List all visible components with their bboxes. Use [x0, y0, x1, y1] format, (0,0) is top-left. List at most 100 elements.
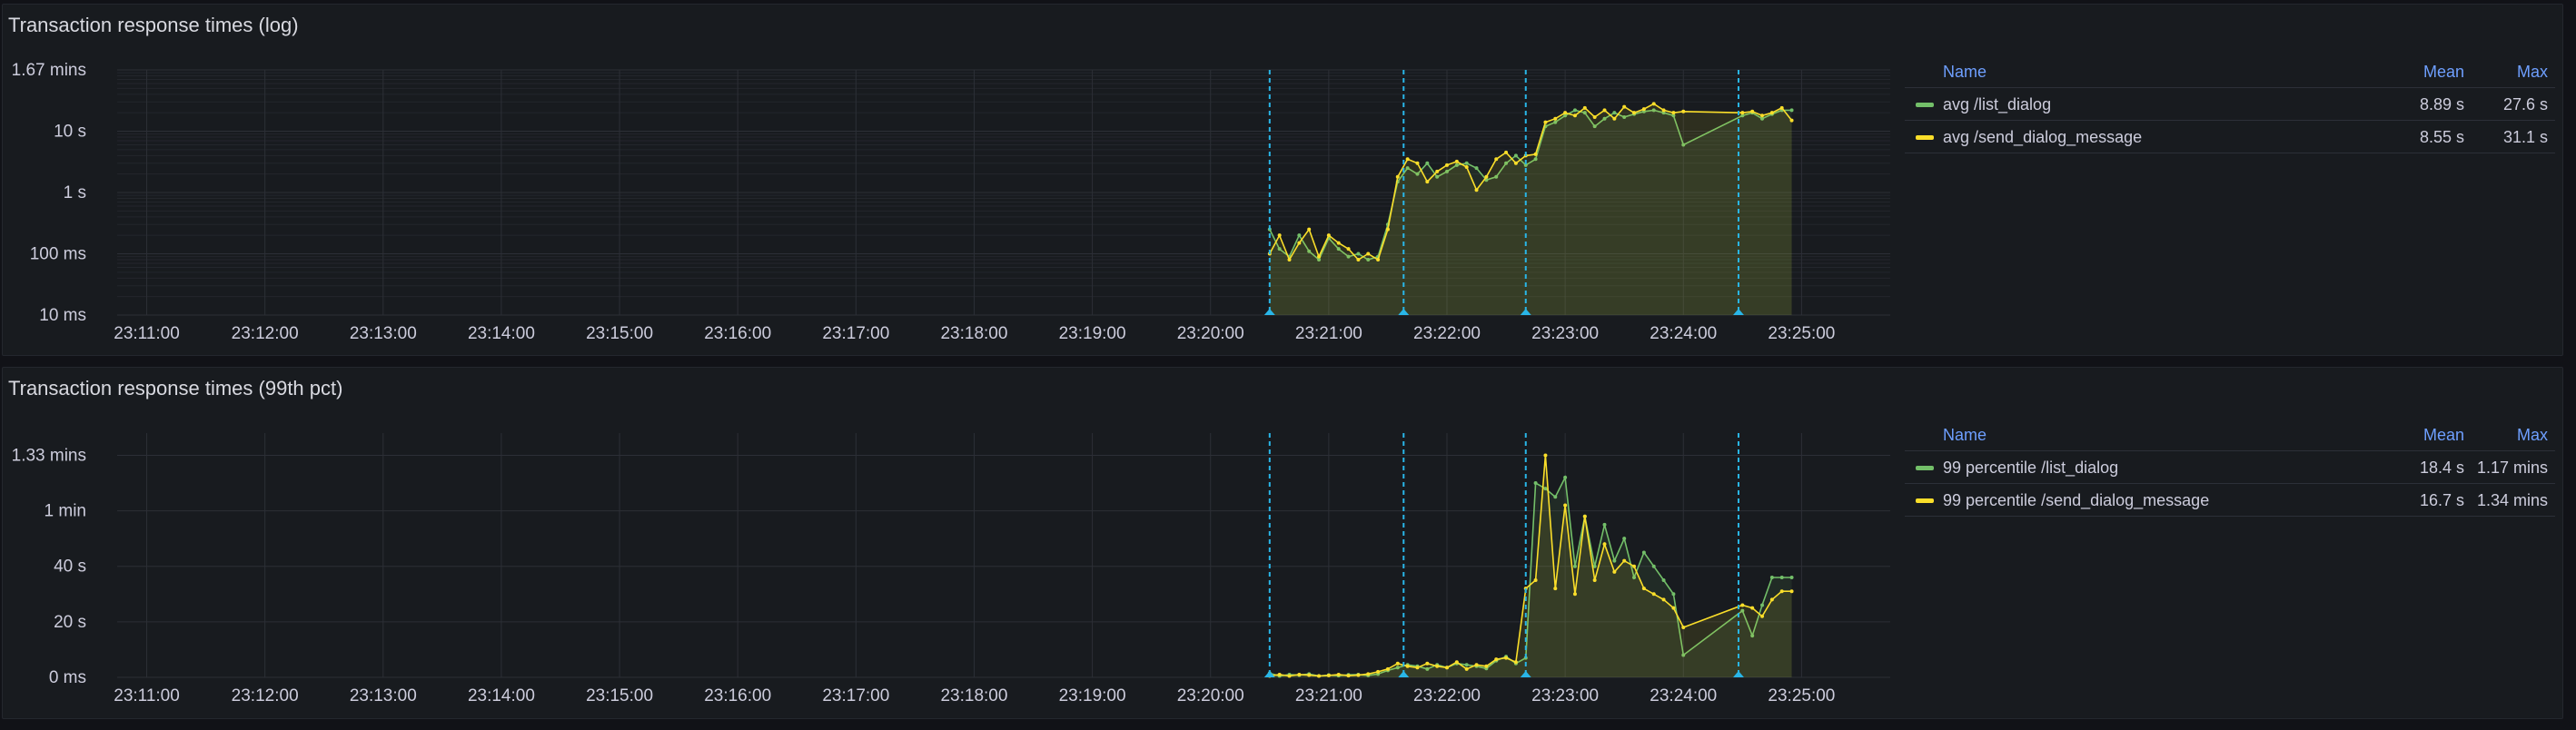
series-color-swatch [1916, 466, 1934, 470]
data-point [1582, 514, 1587, 518]
data-point [1740, 603, 1745, 607]
legend-series-max: 1.34 mins [2476, 491, 2548, 509]
data-point [1563, 111, 1568, 115]
legend-name-header[interactable]: Name [1943, 63, 1987, 81]
x-tick-label: 23:13:00 [350, 324, 417, 343]
data-point [1612, 558, 1617, 563]
legend-name-header[interactable]: Name [1943, 426, 1987, 444]
data-point [1277, 233, 1282, 238]
data-point [1760, 603, 1765, 607]
legend-row-send-dialog-message[interactable]: 99 percentile /send_dialog_message 16.7 … [1905, 484, 2555, 517]
x-tick-label: 23:21:00 [1295, 324, 1362, 343]
legend-series-name[interactable]: avg /list_dialog [1943, 95, 2052, 113]
annotation-marker[interactable] [1732, 671, 1744, 677]
data-point [1307, 227, 1312, 232]
data-point [1592, 564, 1597, 568]
x-tick-label: 23:24:00 [1650, 324, 1717, 343]
legend-header: Name Mean Max [1905, 55, 2555, 88]
data-point [1435, 664, 1440, 668]
data-point [1671, 113, 1676, 118]
legend-series-name[interactable]: 99 percentile /send_dialog_message [1943, 491, 2210, 509]
data-point [1582, 111, 1587, 115]
data-point [1760, 113, 1765, 118]
data-point [1395, 666, 1400, 670]
annotation-marker[interactable] [1732, 309, 1744, 315]
chart-p99-response-times[interactable]: 1.33 mins 1 min 40 s 20 s 0 ms 23:11:00 23:12:… [3, 368, 1901, 720]
data-point [1533, 157, 1538, 162]
data-point [1405, 664, 1410, 668]
annotation-marker[interactable] [1398, 309, 1410, 315]
data-point [1415, 161, 1420, 165]
legend-row-send-dialog-message[interactable]: avg /send_dialog_message 8.55 s 31.1 s [1905, 121, 2555, 153]
data-point [1425, 180, 1430, 184]
y-tick-label: 10 s [54, 123, 86, 142]
data-point [1277, 247, 1282, 252]
x-tick-label: 23:14:00 [468, 324, 535, 343]
annotation-marker[interactable] [1520, 309, 1531, 315]
legend-series-max: 27.6 s [2502, 95, 2548, 113]
chart-log-response-times[interactable]: 1.67 mins 10 s 1 s 100 ms 10 ms 23:11:00 23:12… [3, 5, 1901, 357]
legend-series-name[interactable]: avg /send_dialog_message [1943, 128, 2143, 146]
annotation-marker[interactable] [1520, 671, 1531, 677]
x-tick-label: 23:12:00 [232, 686, 299, 705]
data-point [1671, 111, 1676, 115]
data-point [1464, 164, 1469, 169]
y-tick-label: 0 ms [49, 668, 86, 687]
legend-header: Name Mean Max [1905, 419, 2555, 451]
data-point [1789, 108, 1794, 113]
x-tick-label: 23:22:00 [1413, 324, 1481, 343]
data-point [1297, 233, 1302, 238]
y-tick-label: 1 min [45, 502, 86, 521]
data-point [1661, 108, 1666, 113]
data-point [1779, 575, 1784, 579]
annotation-marker[interactable] [1398, 671, 1410, 677]
data-point [1651, 564, 1656, 568]
data-point [1622, 558, 1627, 563]
data-point [1779, 105, 1784, 110]
data-point [1297, 672, 1302, 676]
annotation-marker[interactable] [1263, 309, 1275, 315]
data-point [1464, 666, 1469, 671]
x-tick-label: 23:13:00 [350, 686, 417, 705]
x-tick-label: 23:22:00 [1413, 686, 1481, 705]
data-point [1769, 575, 1774, 579]
data-point [1740, 608, 1745, 613]
x-tick-label: 23:16:00 [704, 324, 771, 343]
data-point [1789, 575, 1794, 579]
x-tick-label: 23:20:00 [1177, 686, 1244, 705]
panel-title[interactable]: Transaction response times (99th pct) [8, 377, 343, 400]
x-tick-label: 23:12:00 [232, 324, 299, 343]
series-area [1269, 104, 1792, 315]
legend-mean-header[interactable]: Mean [2422, 63, 2464, 81]
legend-row-list-dialog[interactable]: avg /list_dialog 8.89 s 27.6 s [1905, 88, 2555, 121]
data-point [1592, 114, 1597, 119]
data-point [1612, 569, 1617, 574]
x-tick-label: 23:18:00 [940, 324, 1007, 343]
data-point [1641, 107, 1646, 112]
data-point [1494, 657, 1499, 662]
legend-max-header[interactable]: Max [2516, 63, 2548, 81]
legend-max-header[interactable]: Max [2516, 426, 2548, 444]
legend-mean-header[interactable]: Mean [2422, 426, 2464, 444]
data-point [1563, 475, 1568, 479]
series-color-swatch [1916, 135, 1934, 140]
data-point [1287, 674, 1292, 678]
panel-log-response-times: Transaction response times (log) 1.67 mi… [2, 4, 2563, 356]
panel-title[interactable]: Transaction response times (log) [8, 14, 299, 36]
data-point [1543, 487, 1548, 491]
data-point [1553, 587, 1558, 591]
data-point [1602, 108, 1607, 113]
x-tick-label: 23:14:00 [468, 686, 535, 705]
data-point [1336, 672, 1341, 676]
legend-series-name[interactable]: 99 percentile /list_dialog [1943, 459, 2119, 477]
data-point [1641, 587, 1646, 591]
annotation-marker[interactable] [1263, 671, 1275, 677]
data-point [1356, 252, 1361, 256]
legend-row-list-dialog[interactable]: 99 percentile /list_dialog 18.4 s 1.17 m… [1905, 451, 2555, 484]
data-point [1740, 111, 1745, 115]
x-tick-label: 23:21:00 [1295, 686, 1362, 705]
data-point [1435, 174, 1440, 179]
data-point [1779, 589, 1784, 594]
data-point [1454, 159, 1459, 163]
data-point [1317, 258, 1322, 262]
